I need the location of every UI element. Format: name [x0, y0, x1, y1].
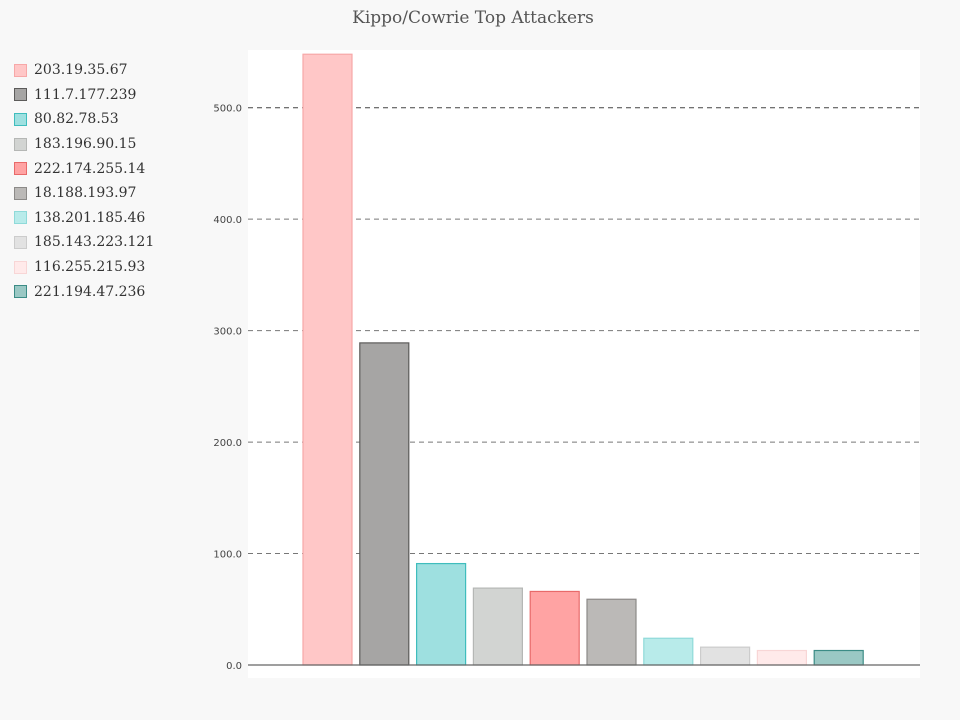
bar — [756, 649, 808, 666]
legend-item: 111.7.177.239 — [14, 83, 154, 108]
bar — [586, 598, 637, 666]
legend-swatch — [14, 285, 27, 299]
y-tick-label: 0.0 — [226, 661, 242, 672]
legend-label: 116.255.215.93 — [34, 259, 146, 276]
legend-label: 183.196.90.15 — [34, 136, 137, 153]
legend-label: 185.143.223.121 — [34, 234, 155, 251]
legend-item: 116.255.215.93 — [14, 255, 154, 280]
legend-swatch — [14, 186, 27, 200]
legend-item: 203.19.35.67 — [14, 58, 154, 83]
legend-item: 138.201.185.46 — [14, 206, 154, 231]
bar — [472, 587, 523, 666]
legend-item: 221.194.47.236 — [14, 279, 154, 304]
legend-swatch — [14, 112, 27, 126]
legend-item: 183.196.90.15 — [14, 132, 154, 157]
bar — [699, 646, 751, 666]
legend-item: 18.188.193.97 — [14, 181, 154, 206]
legend-swatch — [14, 211, 27, 225]
legend-swatch — [14, 260, 27, 274]
legend-label: 203.19.35.67 — [34, 62, 128, 79]
bar — [359, 342, 410, 666]
bar — [416, 562, 467, 666]
y-tick-label: 300.0 — [213, 327, 242, 338]
bar — [813, 649, 864, 666]
bar — [529, 590, 580, 666]
legend-swatch — [14, 137, 27, 151]
legend-item: 222.174.255.14 — [14, 156, 154, 181]
bar — [302, 53, 353, 666]
bar — [643, 637, 694, 666]
legend-label: 18.188.193.97 — [34, 185, 137, 202]
legend-label: 80.82.78.53 — [34, 111, 119, 128]
legend-label: 221.194.47.236 — [34, 283, 146, 300]
y-axis-labels: 0.0 100.0 200.0 300.0 400.0 500.0 — [213, 104, 242, 672]
gridlines — [248, 107, 920, 555]
legend-swatch — [14, 235, 27, 249]
chart-title: Kippo/Cowrie Top Attackers — [352, 8, 594, 28]
legend-item: 80.82.78.53 — [14, 107, 154, 132]
legend-swatch — [14, 162, 27, 176]
legend: 203.19.35.67 111.7.177.239 80.82.78.53 183.… — [14, 58, 154, 304]
y-tick-label: 500.0 — [213, 104, 242, 115]
legend-label: 222.174.255.14 — [34, 160, 146, 177]
y-tick-label: 200.0 — [213, 438, 242, 449]
y-tick-label: 100.0 — [213, 550, 242, 561]
legend-item: 185.143.223.121 — [14, 230, 154, 255]
legend-label: 138.201.185.46 — [34, 209, 146, 226]
legend-swatch — [14, 63, 27, 77]
bars — [302, 53, 864, 666]
legend-label: 111.7.177.239 — [34, 86, 137, 103]
y-tick-label: 400.0 — [213, 215, 242, 226]
legend-swatch — [14, 88, 27, 102]
